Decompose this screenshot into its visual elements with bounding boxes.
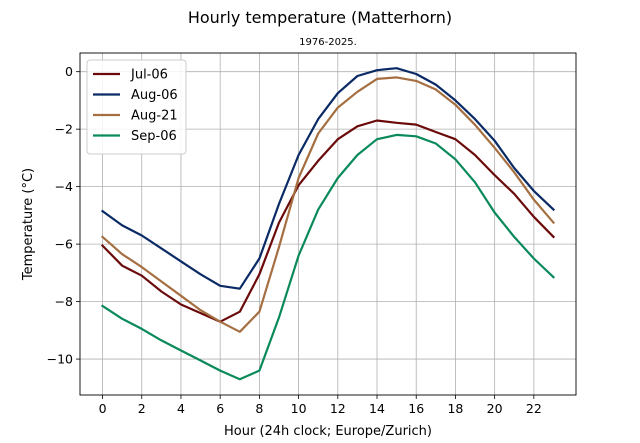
series-line-aug-06 xyxy=(100,67,556,290)
y-tick-label: 0 xyxy=(65,64,73,79)
x-tick-label: 14 xyxy=(369,401,385,416)
y-tick-label: −4 xyxy=(55,179,73,194)
chart-subtitle: 1976-2025. xyxy=(299,37,357,48)
series-lines xyxy=(100,67,556,381)
chart-title: Hourly temperature (Matterhorn) xyxy=(188,8,452,27)
plot-frame xyxy=(79,52,577,396)
legend-label: Aug-21 xyxy=(131,109,178,124)
legend: Jul-06 Aug-06 Aug-21 Sep-06 xyxy=(86,59,187,155)
gridlines xyxy=(80,53,576,395)
y-tick-label: −6 xyxy=(55,237,73,252)
y-tick-label: −8 xyxy=(55,294,73,309)
series-line-jul-06 xyxy=(100,119,556,323)
y-tick-label: −10 xyxy=(47,352,73,367)
y-axis-label: Temperature (°C) xyxy=(21,168,36,281)
x-tick-label: 22 xyxy=(526,401,542,416)
legend-label: Sep-06 xyxy=(131,129,177,144)
x-tick-label: 12 xyxy=(330,401,346,416)
x-tick-label: 6 xyxy=(216,401,224,416)
x-tick-label: 4 xyxy=(177,401,185,416)
series-line-aug-21 xyxy=(100,76,556,333)
x-tick-label: 10 xyxy=(291,401,307,416)
x-tick-label: 8 xyxy=(255,401,263,416)
axis-ticks: 0 2 4 6 8 10 12 14 16 18 20 22 0 −2 −4 −6 −8 −10 xyxy=(47,64,542,416)
x-tick-label: 16 xyxy=(408,401,424,416)
x-tick-label: 0 xyxy=(99,401,107,416)
x-tick-label: 2 xyxy=(138,401,146,416)
x-tick-label: 20 xyxy=(487,401,503,416)
x-tick-label: 18 xyxy=(447,401,463,416)
legend-label: Jul-06 xyxy=(130,68,168,83)
series-line-sep-06 xyxy=(100,133,556,381)
legend-box xyxy=(86,59,187,155)
y-tick-label: −2 xyxy=(55,122,73,137)
legend-label: Aug-06 xyxy=(131,88,178,103)
x-axis-label: Hour (24h clock; Europe/Zurich) xyxy=(224,424,432,439)
